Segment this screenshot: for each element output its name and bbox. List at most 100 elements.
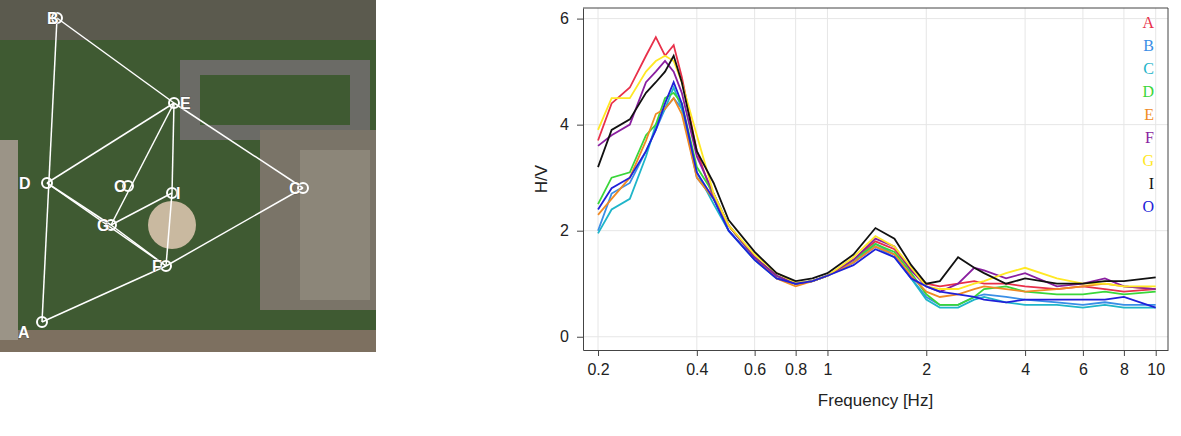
grid-line-x bbox=[795, 8, 796, 350]
tick: 0.8 bbox=[785, 350, 807, 378]
tick: 2 bbox=[922, 350, 931, 378]
figure: ABCDEFGIO0.20.40.60.812468100246Frequenc… bbox=[0, 0, 1181, 436]
map-point-label: A bbox=[18, 324, 30, 341]
map-area bbox=[0, 330, 376, 352]
tick: 0.6 bbox=[744, 350, 766, 378]
map-area bbox=[300, 150, 370, 300]
grid-line-y bbox=[583, 124, 1168, 125]
tick-mark bbox=[1156, 350, 1157, 356]
legend: ABCDEFGIO bbox=[1142, 14, 1154, 215]
frame-top bbox=[583, 8, 1168, 9]
map-point-label: E bbox=[180, 95, 191, 112]
y-axis: 0 2 4 6 bbox=[560, 9, 583, 351]
legend-entry: B bbox=[1143, 37, 1154, 54]
tick-mark bbox=[755, 350, 756, 356]
tick-label: 2 bbox=[922, 361, 931, 378]
legend-entry: I bbox=[1149, 175, 1154, 192]
series-line bbox=[598, 93, 1156, 305]
map-tower bbox=[148, 201, 196, 249]
tick-label: 10 bbox=[1147, 361, 1165, 378]
map-link bbox=[111, 193, 172, 225]
map-link bbox=[42, 266, 166, 322]
tick-label: 6 bbox=[560, 10, 569, 27]
map-area bbox=[260, 130, 376, 310]
map-point-label: C bbox=[289, 180, 301, 197]
legend-entry: D bbox=[1142, 83, 1154, 100]
tick: 8 bbox=[1120, 350, 1129, 378]
tick: 0 bbox=[560, 328, 583, 345]
grid-line-x bbox=[1082, 8, 1083, 350]
axis-line bbox=[583, 9, 584, 351]
map-panel: A B C D E F G I O bbox=[0, 0, 376, 352]
grid-line-x bbox=[754, 8, 755, 350]
grid-line-x bbox=[598, 8, 599, 350]
legend-entry: G bbox=[1142, 152, 1154, 169]
grid-line-x bbox=[1123, 8, 1124, 350]
chart: 0.20.40.60.812468100246Frequency [Hz]H/V… bbox=[532, 8, 1169, 410]
map-link bbox=[174, 103, 303, 188]
grid bbox=[583, 8, 1168, 350]
map-point bbox=[37, 317, 47, 327]
tick-mark bbox=[827, 350, 828, 356]
grid-line-y bbox=[583, 336, 1168, 337]
legend-entry: C bbox=[1143, 60, 1154, 77]
map-point-label: B bbox=[47, 10, 59, 27]
series-line bbox=[598, 98, 1156, 297]
grid-line-x bbox=[827, 8, 828, 350]
map-point-label: G bbox=[97, 217, 109, 234]
y-axis-title: H/V bbox=[532, 164, 551, 193]
legend-entry: O bbox=[1142, 198, 1154, 215]
tick-label: 0.4 bbox=[686, 361, 708, 378]
tick: 6 bbox=[560, 10, 583, 27]
tick-label: 6 bbox=[1079, 361, 1088, 378]
tick-mark bbox=[577, 125, 583, 126]
tick: 6 bbox=[1079, 350, 1088, 378]
map-link bbox=[166, 193, 172, 266]
tick-label: 8 bbox=[1120, 361, 1129, 378]
map-point bbox=[169, 98, 179, 108]
map-link bbox=[42, 18, 57, 322]
grid-line-x bbox=[1155, 8, 1156, 350]
map-area bbox=[180, 60, 370, 140]
map-area bbox=[200, 75, 350, 125]
axis-line bbox=[584, 350, 1169, 351]
tick-mark bbox=[926, 350, 927, 356]
series-line bbox=[598, 37, 1156, 292]
tick: 4 bbox=[560, 116, 583, 133]
legend-entry: E bbox=[1144, 106, 1154, 123]
tick-mark bbox=[577, 231, 583, 232]
map-link bbox=[47, 183, 166, 266]
tick-label: 1 bbox=[824, 361, 833, 378]
series-line bbox=[598, 56, 1156, 289]
tick: 10 bbox=[1147, 350, 1165, 378]
tick-label: 0.2 bbox=[587, 361, 609, 378]
tick-label: 0 bbox=[560, 328, 569, 345]
tick-label: 0.6 bbox=[744, 361, 766, 378]
map-point-label: D bbox=[19, 175, 31, 192]
tick-mark bbox=[1083, 350, 1084, 356]
tick-mark bbox=[1025, 350, 1026, 356]
map-point-label: F bbox=[152, 258, 162, 275]
tick: 0.4 bbox=[686, 350, 708, 378]
tick-label: 0.8 bbox=[785, 361, 807, 378]
legend-entry: A bbox=[1142, 14, 1154, 31]
legend-entry: F bbox=[1145, 129, 1154, 146]
map-point-label: I bbox=[176, 185, 180, 202]
tick-mark bbox=[598, 350, 599, 356]
map-point bbox=[42, 178, 52, 188]
tick-mark bbox=[1124, 350, 1125, 356]
tick: 2 bbox=[560, 222, 583, 239]
series-line bbox=[598, 61, 1156, 292]
map-ground bbox=[0, 0, 376, 352]
map-point-label: O bbox=[114, 178, 126, 195]
series-line bbox=[598, 88, 1156, 308]
tick-mark bbox=[577, 19, 583, 20]
tick-mark bbox=[577, 337, 583, 338]
series-line bbox=[598, 98, 1156, 305]
map-link bbox=[172, 103, 174, 193]
tick: 0.2 bbox=[587, 350, 609, 378]
map-link bbox=[166, 188, 303, 266]
tick: 1 bbox=[824, 350, 833, 378]
grid-line-y bbox=[583, 18, 1168, 19]
frame-right bbox=[1168, 8, 1169, 350]
